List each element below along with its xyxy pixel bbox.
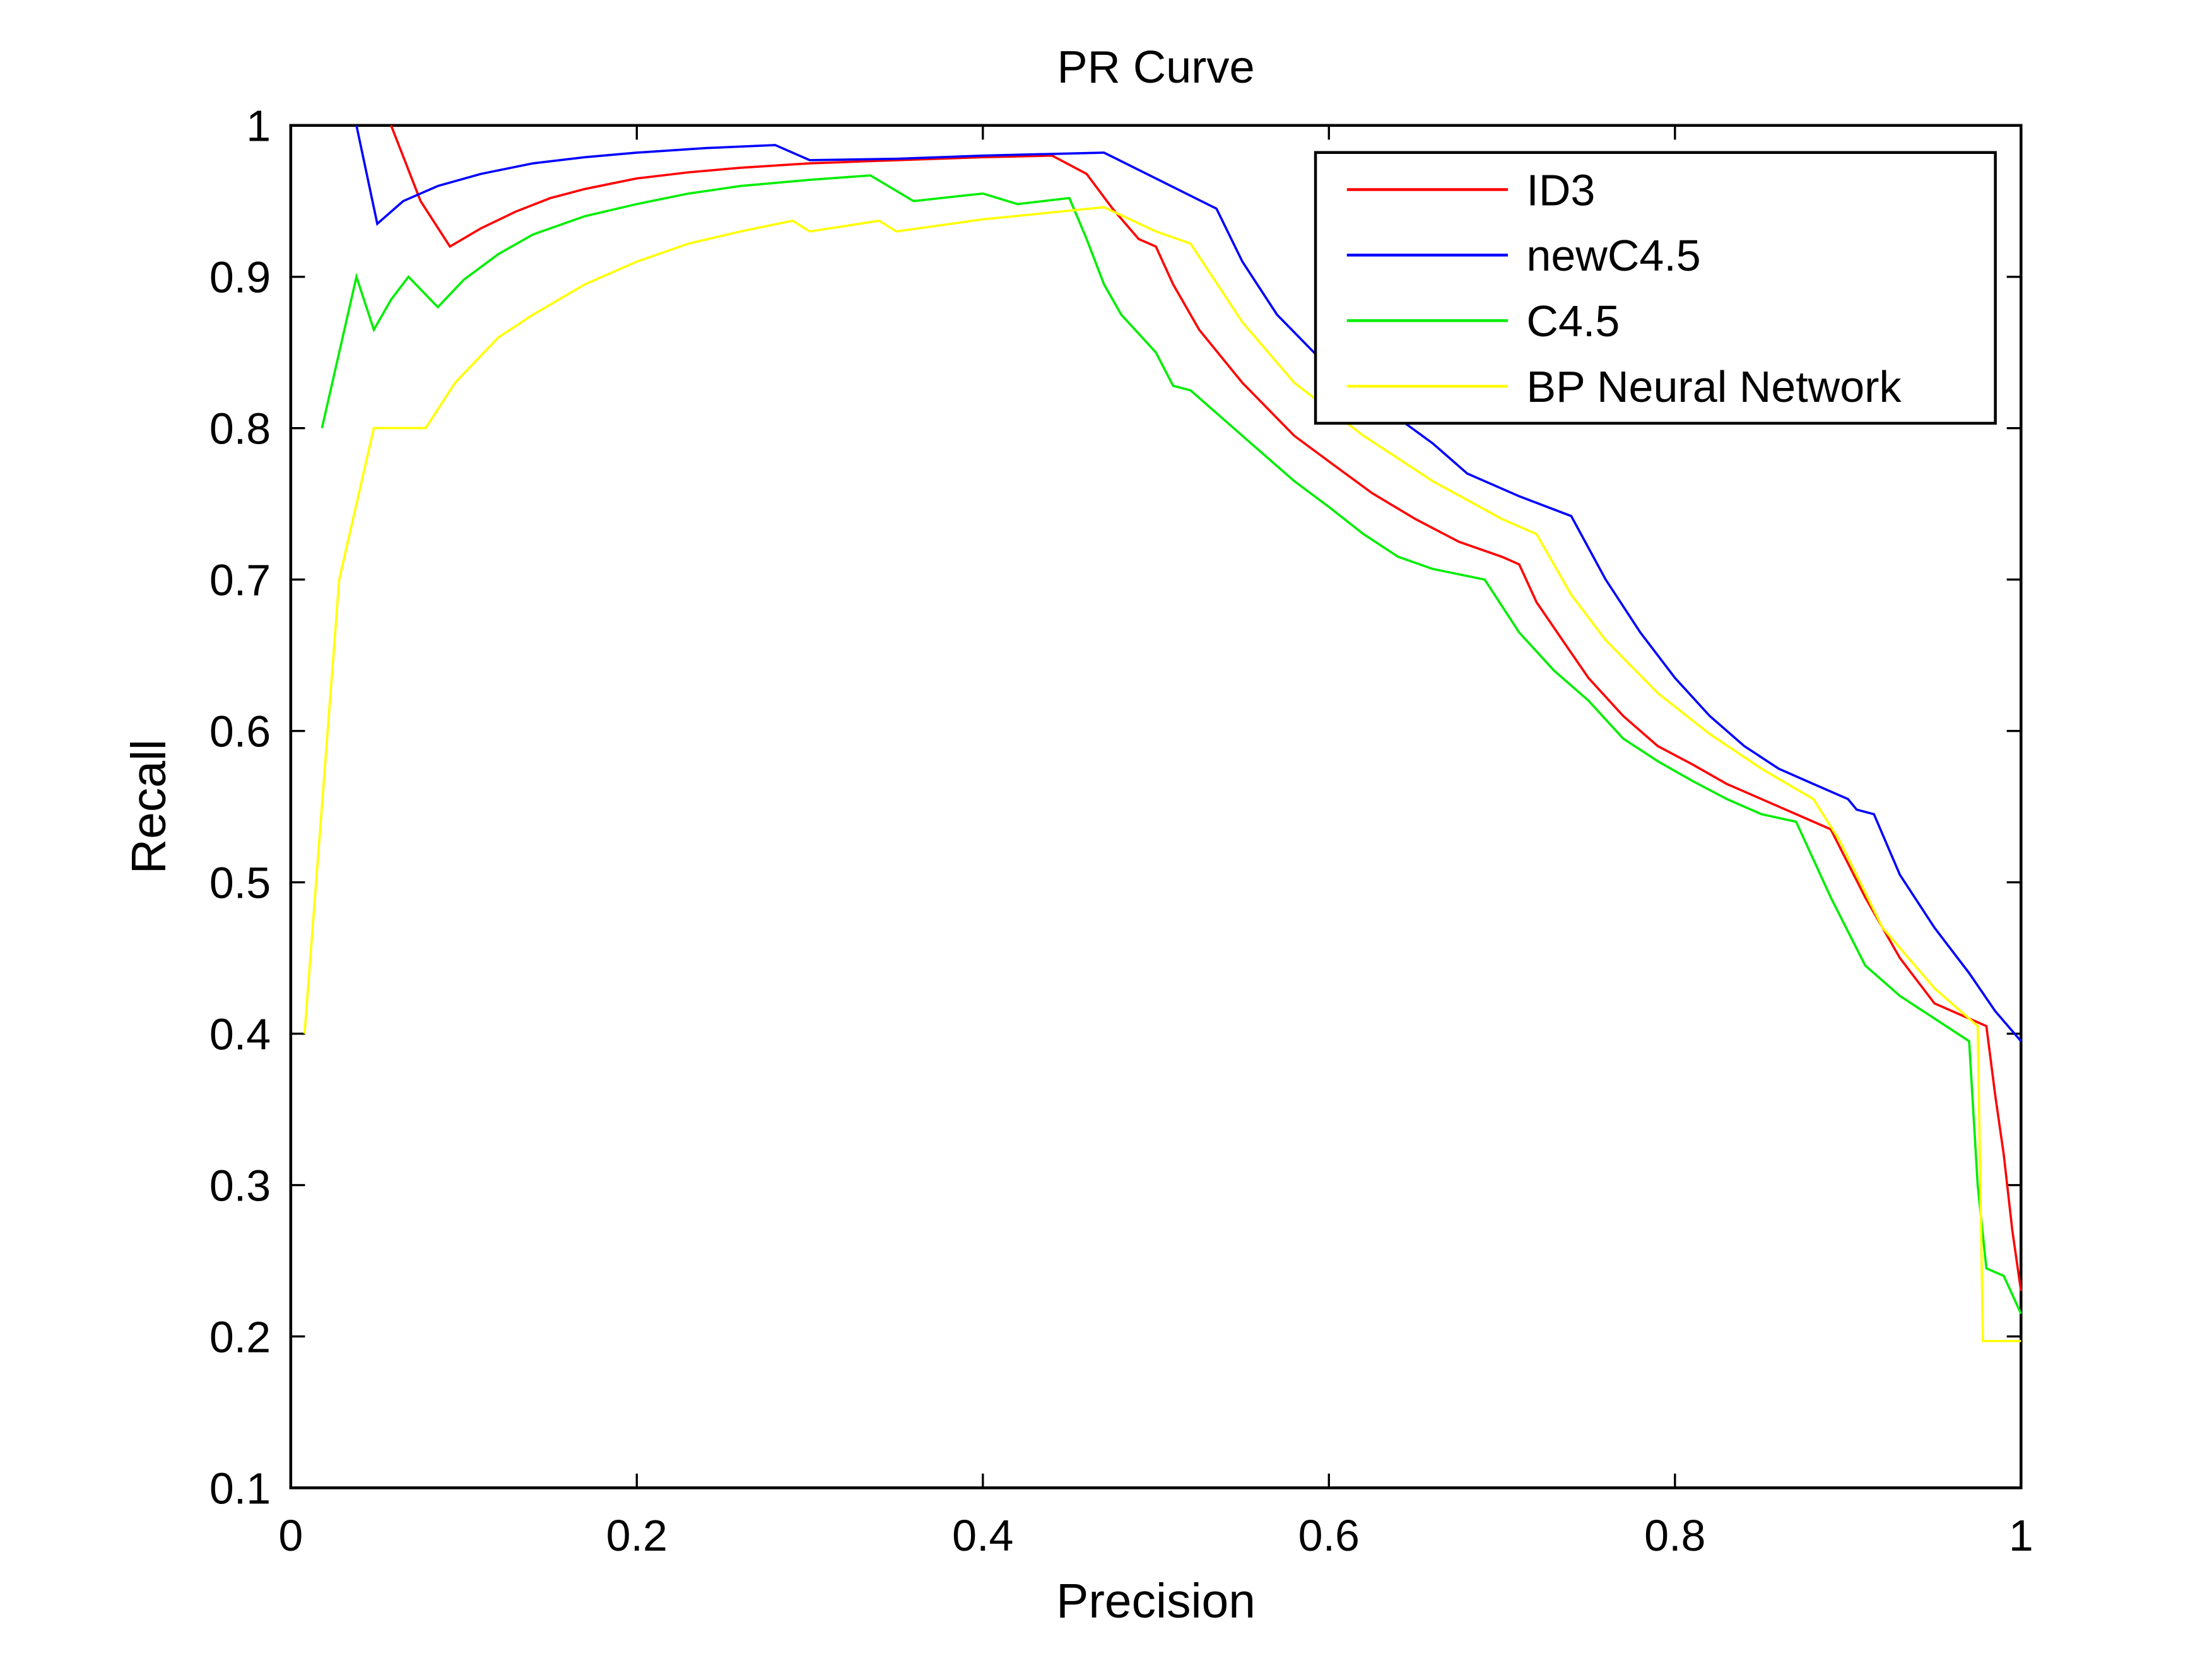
x-tick-label: 0.2 — [606, 1511, 668, 1560]
chart-title: PR Curve — [1057, 42, 1254, 93]
y-tick-label: 0.3 — [209, 1161, 271, 1210]
y-tick-label: 0.6 — [209, 707, 271, 756]
x-tick-label: 0 — [278, 1511, 303, 1560]
legend: ID3 newC4.5 C4.5 BP Neural Network — [1314, 151, 1997, 425]
legend-items: ID3 newC4.5 C4.5 BP Neural Network — [1346, 165, 1902, 411]
y-tick-label: 1 — [246, 102, 271, 151]
plot-area: 0 0.2 0.4 0.6 0.8 1 0.1 0.2 0.3 0.4 0.5 0.6 0.7 0.8 0.… — [209, 102, 2033, 1560]
axis-ticks: 0 0.2 0.4 0.6 0.8 1 0.1 0.2 0.3 0.4 0.5 0.6 0.7 0.8 0.… — [209, 102, 2033, 1560]
legend-label-c4-5: C4.5 — [1526, 297, 1620, 346]
legend-label-id3: ID3 — [1526, 165, 1595, 214]
x-tick-label: 1 — [2009, 1511, 2033, 1560]
y-tick-label: 0.2 — [209, 1312, 271, 1361]
x-axis-label: Precision — [1056, 1574, 1256, 1628]
legend-label-newc4-5: newC4.5 — [1526, 231, 1700, 280]
y-tick-label: 0.7 — [209, 556, 271, 605]
y-tick-label: 0.1 — [209, 1464, 271, 1513]
series-line-c4-5 — [321, 174, 2022, 1315]
x-tick-label: 0.6 — [1298, 1511, 1360, 1560]
x-tick-label: 0.8 — [1644, 1511, 1705, 1560]
y-axis-label: Recall — [122, 739, 176, 874]
y-tick-label: 0.8 — [209, 404, 271, 454]
y-tick-label: 0.5 — [209, 858, 271, 907]
plot-frame — [289, 124, 2023, 1489]
legend-box — [1314, 151, 1997, 425]
series-line-bp-neural-network — [303, 206, 2021, 1342]
x-tick-label: 0.4 — [952, 1511, 1013, 1560]
y-tick-label: 0.9 — [209, 253, 271, 302]
legend-label-bp-neural-network: BP Neural Network — [1526, 362, 1902, 411]
y-tick-label: 0.4 — [209, 1009, 271, 1059]
